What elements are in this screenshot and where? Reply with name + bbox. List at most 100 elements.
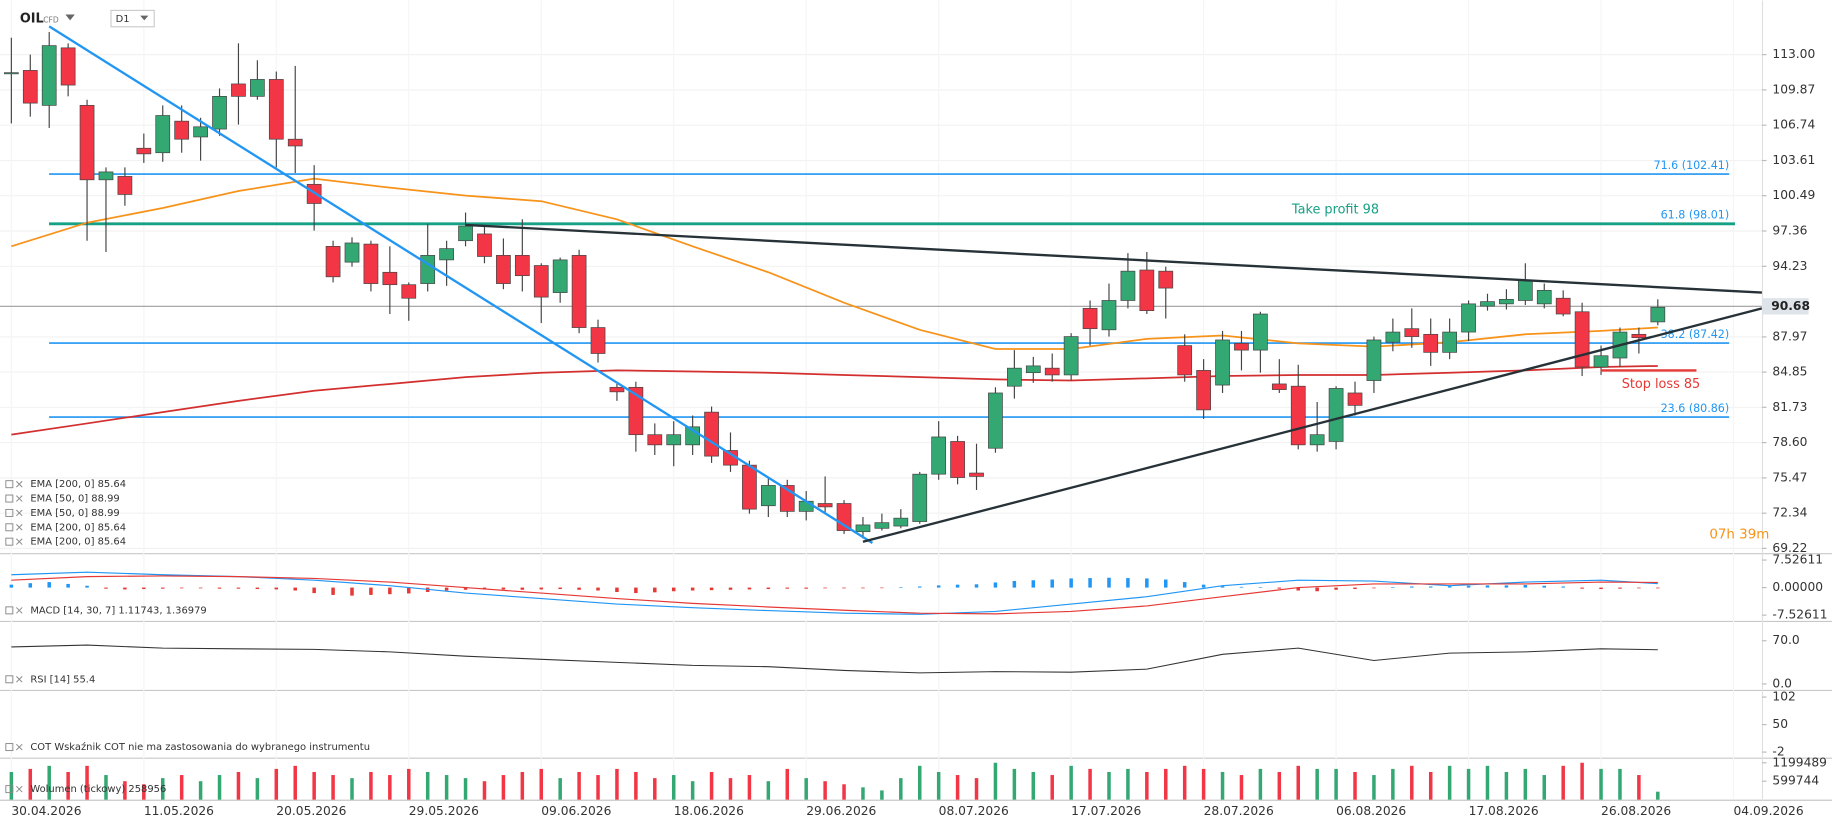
volume-bar: [274, 768, 279, 800]
timeframe-box[interactable]: [110, 9, 155, 28]
y-tick-label: 1199489: [1772, 755, 1827, 769]
candle-body: [1139, 269, 1155, 311]
candle-body: [439, 248, 454, 261]
candle-body: [1309, 434, 1325, 446]
candle-body: [136, 147, 152, 155]
indicator-close: [16, 607, 23, 614]
y-tick-label: 113.00: [1772, 47, 1815, 61]
candle-body: [287, 138, 303, 147]
y-tick-label: 0.00000: [1772, 580, 1823, 594]
volume-bar: [1296, 765, 1300, 800]
macd-histogram-bar: [634, 587, 638, 594]
candle-body: [1215, 339, 1230, 386]
volume-bar: [917, 765, 922, 800]
volume-bar: [1447, 765, 1452, 800]
macd-histogram-bar: [47, 582, 51, 588]
y-tick-label: 87.97: [1772, 329, 1807, 343]
macd-histogram-bar: [236, 587, 241, 589]
volume-bar: [255, 778, 260, 800]
volume-bar: [369, 771, 373, 800]
macd-histogram-bar: [804, 587, 808, 589]
y-tick-label: -2: [1772, 745, 1784, 759]
x-tick-label: 18.06.2026: [674, 804, 744, 818]
volume-bar: [671, 775, 676, 800]
candle-body: [1271, 383, 1287, 390]
instrument[interactable]: OIL: [20, 12, 44, 27]
macd-histogram-bar: [1542, 585, 1547, 588]
macd-histogram-bar: [728, 587, 733, 590]
volume-bar: [1031, 771, 1036, 800]
trend-line: [48, 25, 874, 544]
macd-histogram-bar: [1447, 586, 1452, 588]
timeframe-dropdown[interactable]: [140, 15, 149, 21]
volume-bar: [1334, 768, 1338, 800]
y-tick-label: -7.52611: [1772, 608, 1827, 622]
legend-close: [16, 524, 23, 531]
candle-body: [363, 243, 379, 284]
macd-histogram-bar: [293, 587, 297, 591]
legend-icon: [5, 508, 14, 517]
instrument-dropdown[interactable]: [65, 14, 75, 21]
volume-bar: [823, 781, 827, 800]
macd-histogram-bar: [28, 583, 33, 588]
volume-bar: [142, 784, 146, 800]
candle-body: [41, 45, 57, 106]
legend-icon: [5, 537, 14, 546]
candle-body: [1442, 331, 1457, 353]
candle-body: [3, 72, 19, 75]
volume-bar: [558, 778, 562, 800]
ema-line: [11, 365, 1658, 436]
volume-bar: [690, 781, 695, 800]
macd-histogram-bar: [936, 585, 941, 588]
candle-body: [628, 386, 644, 436]
volume-bar: [1618, 768, 1622, 800]
macd-histogram-bar: [142, 587, 146, 590]
candle-body: [1253, 313, 1268, 351]
candle-body: [1082, 308, 1098, 330]
volume-bar: [1258, 768, 1263, 800]
macd-histogram-bar: [1145, 578, 1149, 588]
macd-histogram-bar: [899, 587, 903, 588]
volume-bar: [1542, 775, 1547, 800]
candle-body: [496, 255, 511, 284]
candle-body: [1574, 311, 1590, 368]
macd-histogram-bar: [255, 587, 260, 590]
macd-histogram-bar: [842, 587, 846, 589]
macd-histogram-bar: [1656, 587, 1660, 589]
macd-histogram-bar: [501, 587, 506, 590]
fib-label: 23.6 (80.86): [1661, 402, 1730, 415]
macd-histogram-bar: [1012, 581, 1017, 588]
volume-bar: [123, 781, 127, 800]
volume-bar: [1126, 768, 1130, 800]
volume-bar: [1599, 768, 1603, 800]
macd-histogram-bar: [671, 587, 676, 592]
macd-histogram-bar: [274, 587, 279, 590]
candle-body: [458, 225, 473, 242]
macd-histogram-bar: [520, 587, 525, 590]
volume-bar: [1637, 775, 1641, 800]
y-tick-label: 81.73: [1772, 400, 1807, 414]
macd-histogram-bar: [880, 587, 884, 589]
y-tick-label: 109.87: [1772, 82, 1815, 96]
macd-histogram-bar: [993, 582, 998, 588]
volume-bar: [955, 775, 960, 800]
macd-histogram-bar: [1580, 587, 1584, 589]
macd-histogram-bar: [766, 587, 771, 590]
x-tick-label: 26.08.2026: [1601, 804, 1671, 818]
current-price-label: 90.68: [1771, 299, 1810, 313]
legend-entry: EMA [50, 0] 88.99: [30, 508, 119, 519]
volume-bar: [577, 771, 581, 800]
volume-bar: [293, 765, 297, 800]
volume-bar: [1561, 765, 1565, 800]
volume-bar: [1164, 768, 1168, 800]
macd-histogram-bar: [1296, 587, 1300, 591]
volume-bar: [47, 765, 51, 800]
candle-body: [174, 120, 190, 140]
macd-histogram-bar: [1088, 578, 1092, 588]
timeframe[interactable]: D1: [116, 14, 130, 25]
indicator-close: [16, 785, 23, 793]
macd-histogram-bar: [709, 587, 714, 591]
legend-close: [16, 480, 23, 488]
candle-body: [988, 392, 1003, 449]
